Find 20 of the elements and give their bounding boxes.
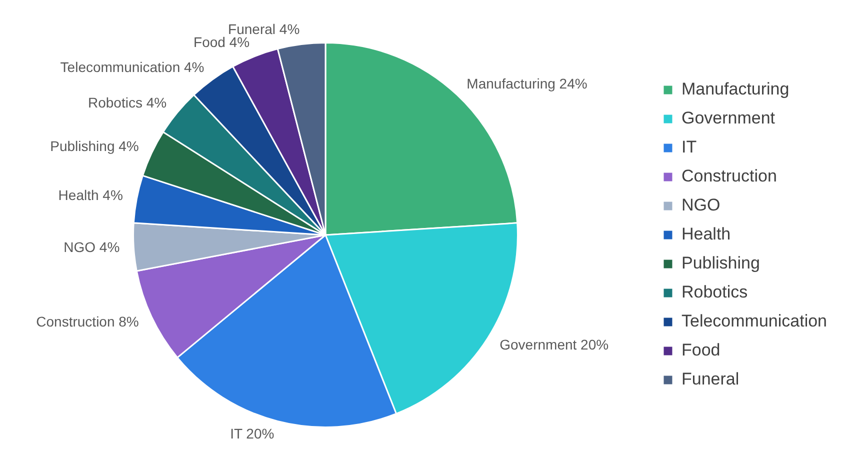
legend-label: Manufacturing xyxy=(681,80,790,99)
data-label: NGO 4% xyxy=(64,238,120,255)
legend-label: IT xyxy=(681,138,697,157)
legend-label: NGO xyxy=(681,196,720,215)
legend-label: Funeral xyxy=(681,370,740,389)
legend-label: Publishing xyxy=(681,254,760,273)
legend-label: Construction xyxy=(681,166,777,186)
legend-label: Robotics xyxy=(681,282,748,302)
legend-label: Government xyxy=(681,108,776,128)
data-label: Health 4% xyxy=(58,187,123,204)
data-label: IT 20% xyxy=(230,426,274,442)
legend-label: Telecommunication xyxy=(681,312,828,331)
data-label: Manufacturing 24% xyxy=(466,76,588,92)
legend-label: Food xyxy=(681,340,720,360)
data-label: Robotics 4% xyxy=(88,94,167,110)
data-label: Telecommunication 4% xyxy=(60,59,204,75)
data-label: Government 20% xyxy=(500,336,609,352)
data-label: Construction 8% xyxy=(36,314,139,330)
data-label: Publishing 4% xyxy=(50,138,139,154)
legend-label: Health xyxy=(681,224,731,244)
